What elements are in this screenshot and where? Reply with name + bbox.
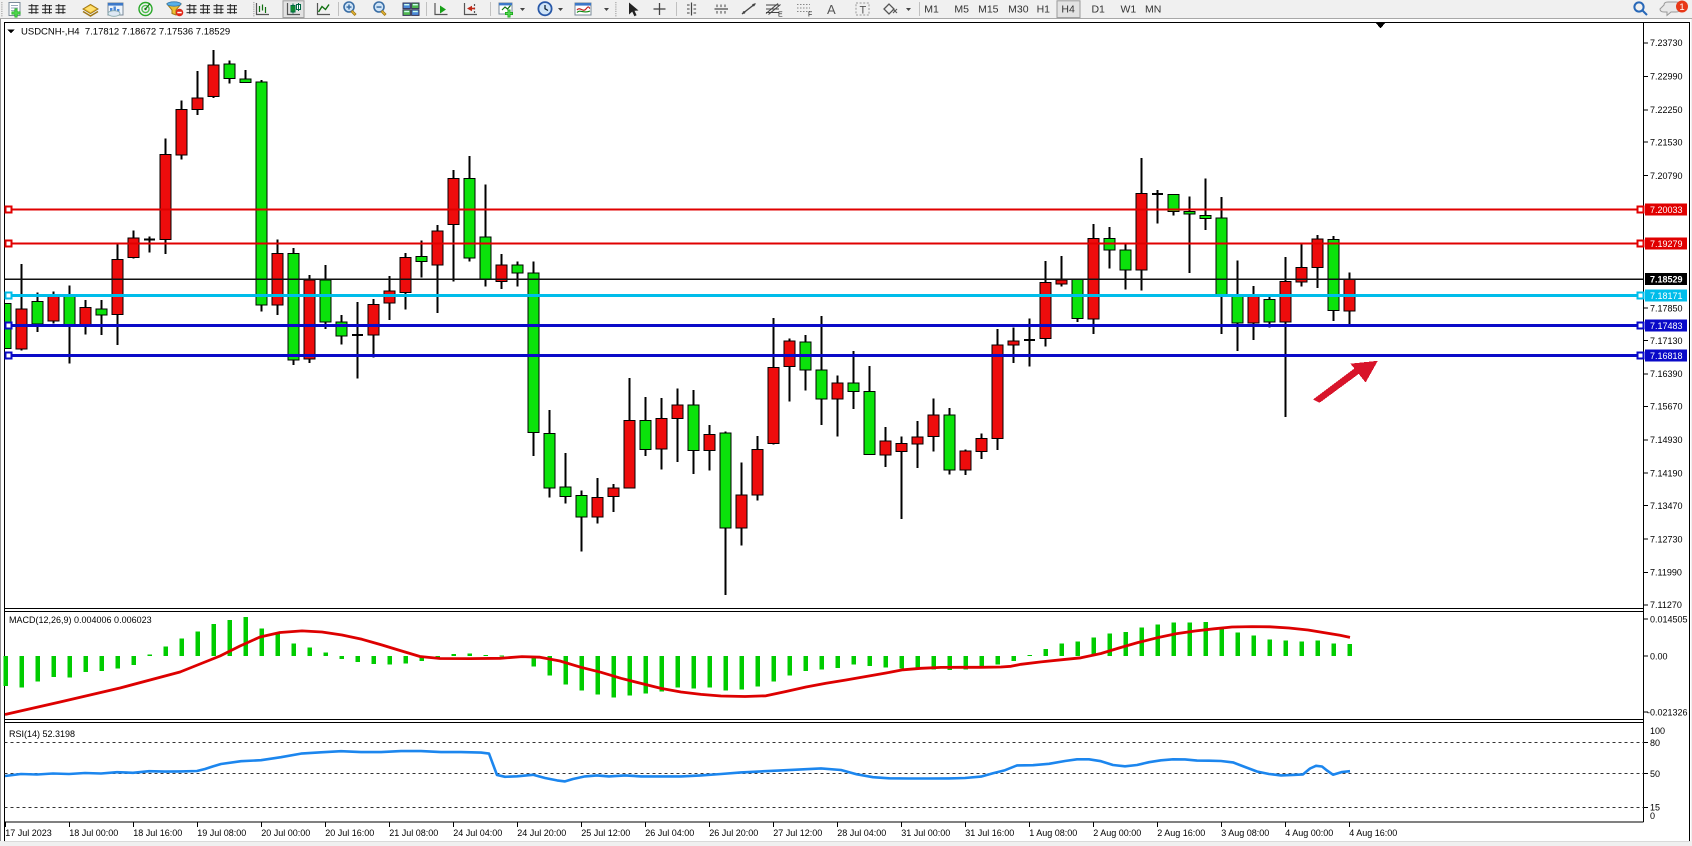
svg-text:7.18529: 7.18529 <box>1650 275 1683 285</box>
svg-text:7.21530: 7.21530 <box>1650 137 1683 147</box>
svg-text:USDCNH-,H4 7.17812 7.18672 7.: USDCNH-,H4 7.17812 7.18672 7.17536 7.185… <box>21 27 230 38</box>
svg-text:27 Jul 12:00: 27 Jul 12:00 <box>773 828 822 838</box>
svg-text:7.19279: 7.19279 <box>1650 239 1683 249</box>
svg-text:20 Jul 00:00: 20 Jul 00:00 <box>261 828 310 838</box>
svg-text:25 Jul 12:00: 25 Jul 12:00 <box>581 828 630 838</box>
svg-text:3 Aug 08:00: 3 Aug 08:00 <box>1221 828 1269 838</box>
svg-text:21 Jul 08:00: 21 Jul 08:00 <box>389 828 438 838</box>
svg-text:31 Jul 00:00: 31 Jul 00:00 <box>901 828 950 838</box>
svg-text:H4: H4 <box>1061 4 1075 16</box>
svg-text:7.11990: 7.11990 <box>1650 568 1682 578</box>
svg-text:2 Aug 16:00: 2 Aug 16:00 <box>1157 828 1205 838</box>
svg-text:4 Aug 00:00: 4 Aug 00:00 <box>1285 828 1333 838</box>
svg-text:7.20033: 7.20033 <box>1650 205 1683 215</box>
svg-text:100: 100 <box>1650 726 1665 736</box>
svg-text:A: A <box>827 2 836 17</box>
svg-text:7.15670: 7.15670 <box>1650 402 1683 412</box>
svg-text:28 Jul 04:00: 28 Jul 04:00 <box>837 828 886 838</box>
svg-text:50: 50 <box>1650 769 1660 779</box>
svg-text:7.22250: 7.22250 <box>1650 105 1683 115</box>
svg-text:RSI(14) 52.3198: RSI(14) 52.3198 <box>9 729 75 739</box>
svg-text:M1: M1 <box>924 4 939 16</box>
svg-text:MACD(12,26,9) 0.004006 0.00602: MACD(12,26,9) 0.004006 0.006023 <box>9 615 152 625</box>
svg-text:2 Aug 00:00: 2 Aug 00:00 <box>1093 828 1141 838</box>
svg-text:19 Jul 08:00: 19 Jul 08:00 <box>197 828 246 838</box>
svg-text:D1: D1 <box>1091 4 1105 16</box>
svg-text:7.11270: 7.11270 <box>1650 600 1682 610</box>
svg-text:7.14190: 7.14190 <box>1650 468 1683 478</box>
svg-text:7.18171: 7.18171 <box>1650 291 1683 301</box>
svg-text:7.23730: 7.23730 <box>1650 38 1683 48</box>
svg-text:E: E <box>778 12 783 19</box>
svg-text:7.16818: 7.16818 <box>1650 351 1683 361</box>
svg-text:MN: MN <box>1145 4 1161 16</box>
svg-text:1 Aug 08:00: 1 Aug 08:00 <box>1029 828 1077 838</box>
svg-text:18 Jul 00:00: 18 Jul 00:00 <box>69 828 118 838</box>
svg-text:4 Aug 16:00: 4 Aug 16:00 <box>1349 828 1397 838</box>
svg-text:7.17130: 7.17130 <box>1650 336 1683 346</box>
svg-text:7.17483: 7.17483 <box>1650 321 1683 331</box>
svg-text:7.12730: 7.12730 <box>1650 534 1683 544</box>
svg-text:18 Jul 16:00: 18 Jul 16:00 <box>133 828 182 838</box>
svg-text:1: 1 <box>1679 2 1684 13</box>
svg-text:0.00: 0.00 <box>1650 652 1668 662</box>
svg-text:26 Jul 04:00: 26 Jul 04:00 <box>645 828 694 838</box>
svg-text:7.22990: 7.22990 <box>1650 72 1683 82</box>
svg-text:0: 0 <box>1650 811 1655 821</box>
svg-text:24 Jul 04:00: 24 Jul 04:00 <box>453 828 502 838</box>
svg-text:0.014505: 0.014505 <box>1650 615 1688 625</box>
svg-text:15: 15 <box>1650 803 1660 813</box>
svg-text:T: T <box>860 5 867 17</box>
svg-text:W1: W1 <box>1121 4 1137 16</box>
svg-text:M30: M30 <box>1008 4 1029 16</box>
svg-text:24 Jul 20:00: 24 Jul 20:00 <box>517 828 566 838</box>
svg-text:H1: H1 <box>1037 4 1051 16</box>
svg-text:31 Jul 16:00: 31 Jul 16:00 <box>965 828 1014 838</box>
svg-text:7.14930: 7.14930 <box>1650 435 1683 445</box>
svg-text:M5: M5 <box>954 4 969 16</box>
svg-text:17 Jul 2023: 17 Jul 2023 <box>5 828 52 838</box>
svg-text:7.20790: 7.20790 <box>1650 171 1683 181</box>
svg-text:20 Jul 16:00: 20 Jul 16:00 <box>325 828 374 838</box>
svg-text:7.16390: 7.16390 <box>1650 369 1683 379</box>
svg-text:80: 80 <box>1650 738 1660 748</box>
svg-text:F: F <box>808 12 812 19</box>
svg-text:M15: M15 <box>978 4 999 16</box>
svg-text:26 Jul 20:00: 26 Jul 20:00 <box>709 828 758 838</box>
svg-text:7.13470: 7.13470 <box>1650 501 1683 511</box>
svg-text:-0.021326: -0.021326 <box>1647 707 1688 717</box>
svg-text:7.17850: 7.17850 <box>1650 303 1683 313</box>
